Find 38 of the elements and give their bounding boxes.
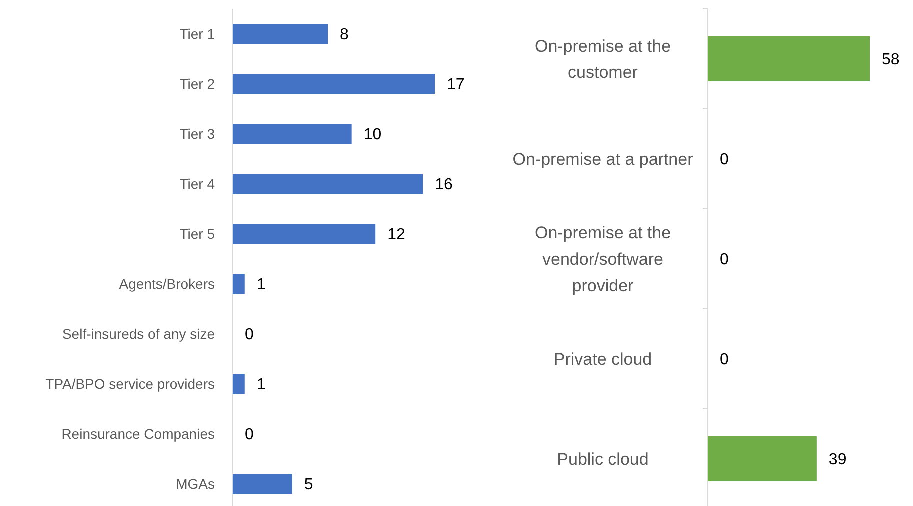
- y-tick-label: Self-insureds of any size: [62, 326, 216, 342]
- y-tick-label: MGAs: [176, 476, 215, 492]
- data-label: 0: [245, 426, 254, 444]
- data-label: 39: [828, 452, 847, 469]
- y-tick-label: Agents/Brokers: [119, 276, 215, 292]
- bar: [233, 374, 245, 394]
- y-tick-label: Tier 4: [180, 176, 216, 192]
- y-tick-label: TPA/BPO service providers: [46, 376, 215, 392]
- data-label: 0: [720, 252, 729, 269]
- data-label: 1: [256, 276, 266, 294]
- data-label: 16: [435, 176, 454, 194]
- data-label: 0: [720, 152, 729, 169]
- bar: [233, 174, 424, 194]
- y-tick-label: Tier 1: [180, 26, 216, 42]
- y-tick-label: On-premise at a partner: [512, 150, 694, 169]
- y-tick-label: On-premise at the customer: [534, 36, 672, 82]
- data-label: 1: [256, 376, 266, 394]
- data-label: 8: [340, 26, 350, 44]
- data-label: 12: [388, 226, 406, 244]
- y-tick-label: On-premise at the vendor/software provider: [534, 224, 672, 296]
- bar: [233, 124, 352, 144]
- y-tick-label: Tier 3: [180, 126, 216, 142]
- data-label: 0: [245, 326, 254, 344]
- bar: [233, 74, 435, 94]
- data-label: 58: [882, 52, 900, 69]
- data-label: 10: [364, 126, 382, 144]
- bar: [233, 274, 245, 294]
- bar: [233, 24, 328, 44]
- bar: [233, 224, 376, 244]
- y-tick-label: Tier 5: [180, 226, 216, 242]
- bar: [233, 474, 292, 494]
- y-tick-label: Private cloud: [554, 350, 652, 369]
- data-label: 5: [304, 476, 314, 494]
- data-label: 17: [447, 76, 465, 94]
- y-tick-label: Tier 2: [180, 76, 216, 92]
- y-tick-label: Reinsurance Companies: [62, 426, 215, 442]
- data-label: 0: [720, 352, 729, 369]
- y-tick-label: Public cloud: [557, 450, 649, 469]
